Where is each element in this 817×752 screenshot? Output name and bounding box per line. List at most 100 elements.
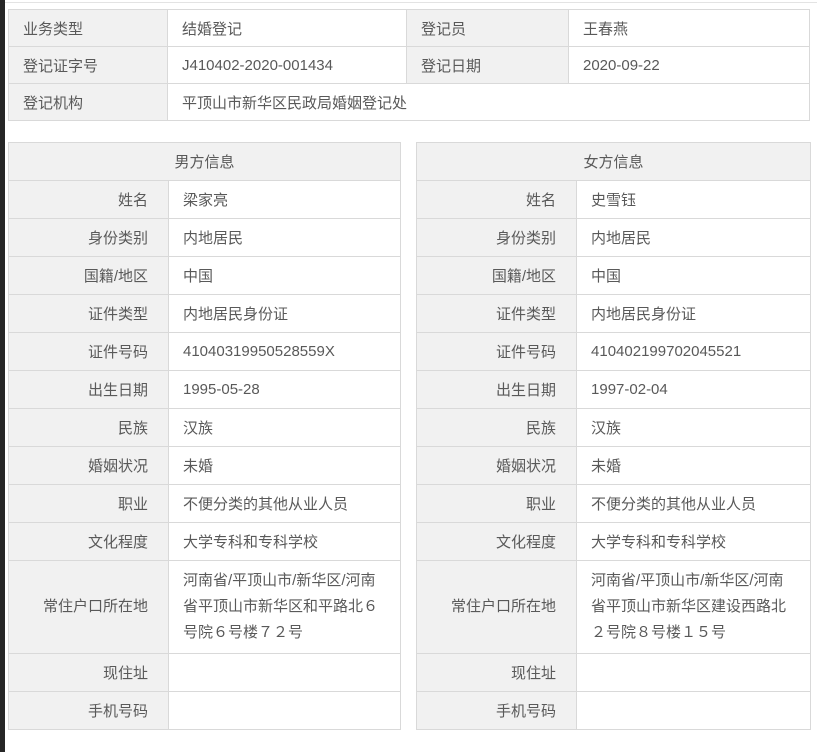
field-value: 1995-05-28 bbox=[167, 370, 402, 409]
table-row: 手机号码 bbox=[416, 691, 812, 730]
field-value: 中国 bbox=[576, 256, 812, 295]
table-row: 文化程度 大学专科和专科学校 bbox=[416, 522, 812, 561]
person-tables: 男方信息 姓名 梁家亮 身份类别 内地居民 国籍/地区 中国 证件类型 内地居民身份证 … bbox=[7, 142, 812, 730]
table-row: 现住址 bbox=[8, 653, 402, 692]
female-section-title: 女方信息 bbox=[416, 142, 812, 181]
table-row: 登记证字号 J410402-2020-001434 登记日期 2020-09-2… bbox=[8, 46, 810, 84]
table-row: 现住址 bbox=[416, 653, 812, 692]
field-value: 内地居民 bbox=[167, 218, 402, 257]
table-row: 证件类型 内地居民身份证 bbox=[416, 294, 812, 333]
field-label: 职业 bbox=[416, 484, 578, 523]
table-row: 证件号码 41040319950528559X bbox=[8, 332, 402, 371]
registration-agency-label: 登记机构 bbox=[8, 83, 168, 121]
male-section-title: 男方信息 bbox=[7, 142, 402, 181]
table-row: 登记机构 平顶山市新华区民政局婚姻登记处 bbox=[8, 83, 810, 121]
field-value: 不便分类的其他从业人员 bbox=[576, 484, 812, 523]
field-value: 内地居民身份证 bbox=[167, 294, 402, 333]
business-type-value: 结婚登记 bbox=[167, 9, 407, 47]
certificate-number-value: J410402-2020-001434 bbox=[167, 46, 407, 84]
field-value: 大学专科和专科学校 bbox=[576, 522, 812, 561]
field-label: 身份类别 bbox=[8, 218, 169, 257]
registration-date-label: 登记日期 bbox=[406, 46, 569, 84]
registrar-label: 登记员 bbox=[406, 9, 569, 47]
field-label: 国籍/地区 bbox=[416, 256, 578, 295]
table-row: 民族 汉族 bbox=[8, 408, 402, 447]
table-row: 职业 不便分类的其他从业人员 bbox=[416, 484, 812, 523]
table-row: 国籍/地区 中国 bbox=[8, 256, 402, 295]
field-value bbox=[576, 653, 812, 692]
table-row: 婚姻状况 未婚 bbox=[8, 446, 402, 485]
table-row: 手机号码 bbox=[8, 691, 402, 730]
table-row: 证件类型 内地居民身份证 bbox=[8, 294, 402, 333]
field-value: 汉族 bbox=[576, 408, 812, 447]
table-row: 姓名 史雪钰 bbox=[416, 180, 812, 219]
table-row: 业务类型 结婚登记 登记员 王春燕 bbox=[8, 9, 810, 47]
table-row: 常住户口所在地 河南省/平顶山市/新华区/河南省平顶山市新华区和平路北６号院６号楼… bbox=[8, 560, 402, 654]
registration-agency-value: 平顶山市新华区民政局婚姻登记处 bbox=[167, 83, 810, 121]
field-label: 身份类别 bbox=[416, 218, 578, 257]
field-label: 职业 bbox=[8, 484, 169, 523]
field-value: 河南省/平顶山市/新华区/河南省平顶山市新华区和平路北６号院６号楼７２号 bbox=[167, 560, 402, 654]
female-info-table: 女方信息 姓名 史雪钰 身份类别 内地居民 国籍/地区 中国 证件类型 内地居民身份证 … bbox=[416, 142, 812, 730]
table-row: 身份类别 内地居民 bbox=[8, 218, 402, 257]
table-row: 文化程度 大学专科和专科学校 bbox=[8, 522, 402, 561]
record-content: 业务类型 结婚登记 登记员 王春燕 登记证字号 J410402-2020-001… bbox=[7, 9, 812, 730]
field-value: 未婚 bbox=[576, 446, 812, 485]
field-label: 出生日期 bbox=[416, 370, 578, 409]
field-value: 1997-02-04 bbox=[576, 370, 812, 409]
field-value: 中国 bbox=[167, 256, 402, 295]
field-label: 出生日期 bbox=[8, 370, 169, 409]
business-type-label: 业务类型 bbox=[8, 9, 168, 47]
field-value: 梁家亮 bbox=[167, 180, 402, 219]
field-label: 姓名 bbox=[416, 180, 578, 219]
certificate-number-label: 登记证字号 bbox=[8, 46, 168, 84]
field-label: 婚姻状况 bbox=[416, 446, 578, 485]
field-label: 手机号码 bbox=[8, 691, 169, 730]
field-label: 现住址 bbox=[416, 653, 578, 692]
field-label: 常住户口所在地 bbox=[416, 560, 578, 654]
field-value: 内地居民 bbox=[576, 218, 812, 257]
field-label: 文化程度 bbox=[8, 522, 169, 561]
field-label: 常住户口所在地 bbox=[8, 560, 169, 654]
table-row: 常住户口所在地 河南省/平顶山市/新华区/河南省平顶山市新华区建设西路北２号院８号… bbox=[416, 560, 812, 654]
table-row: 民族 汉族 bbox=[416, 408, 812, 447]
field-label: 姓名 bbox=[8, 180, 169, 219]
field-value: 不便分类的其他从业人员 bbox=[167, 484, 402, 523]
field-label: 婚姻状况 bbox=[8, 446, 169, 485]
field-label: 民族 bbox=[8, 408, 169, 447]
table-row: 出生日期 1995-05-28 bbox=[8, 370, 402, 409]
table-row: 证件号码 410402199702045521 bbox=[416, 332, 812, 371]
field-value: 41040319950528559X bbox=[167, 332, 402, 371]
field-label: 证件类型 bbox=[416, 294, 578, 333]
registrar-value: 王春燕 bbox=[568, 9, 810, 47]
field-label: 国籍/地区 bbox=[8, 256, 169, 295]
table-row: 国籍/地区 中国 bbox=[416, 256, 812, 295]
field-label: 现住址 bbox=[8, 653, 169, 692]
male-info-table: 男方信息 姓名 梁家亮 身份类别 内地居民 国籍/地区 中国 证件类型 内地居民身份证 … bbox=[7, 142, 402, 730]
registration-summary-table: 业务类型 结婚登记 登记员 王春燕 登记证字号 J410402-2020-001… bbox=[8, 9, 810, 121]
top-hairline-divider bbox=[5, 2, 817, 3]
field-value: 汉族 bbox=[167, 408, 402, 447]
field-value bbox=[576, 691, 812, 730]
field-value: 410402199702045521 bbox=[576, 332, 812, 371]
table-row: 姓名 梁家亮 bbox=[8, 180, 402, 219]
field-label: 民族 bbox=[416, 408, 578, 447]
field-value: 史雪钰 bbox=[576, 180, 812, 219]
field-label: 证件号码 bbox=[8, 332, 169, 371]
field-value bbox=[167, 653, 402, 692]
field-value: 未婚 bbox=[167, 446, 402, 485]
left-dark-edge bbox=[0, 0, 5, 752]
registration-date-value: 2020-09-22 bbox=[568, 46, 810, 84]
table-row: 职业 不便分类的其他从业人员 bbox=[8, 484, 402, 523]
table-row: 身份类别 内地居民 bbox=[416, 218, 812, 257]
field-label: 手机号码 bbox=[416, 691, 578, 730]
field-value: 河南省/平顶山市/新华区/河南省平顶山市新华区建设西路北２号院８号楼１５号 bbox=[576, 560, 812, 654]
table-row: 出生日期 1997-02-04 bbox=[416, 370, 812, 409]
field-value: 内地居民身份证 bbox=[576, 294, 812, 333]
field-label: 文化程度 bbox=[416, 522, 578, 561]
field-value: 大学专科和专科学校 bbox=[167, 522, 402, 561]
table-row: 婚姻状况 未婚 bbox=[416, 446, 812, 485]
field-value bbox=[167, 691, 402, 730]
field-label: 证件类型 bbox=[8, 294, 169, 333]
